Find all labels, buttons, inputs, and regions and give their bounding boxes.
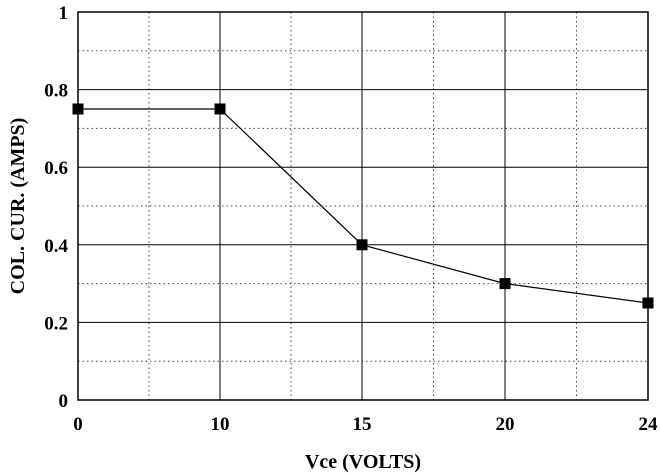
x-tick-label: 10 [211, 414, 230, 435]
y-tick-label: 1 [59, 3, 69, 24]
data-point-marker [499, 278, 511, 290]
x-tick-label: 0 [73, 414, 83, 435]
series-layer [72, 103, 654, 309]
x-axis-title: Vce (VOLTS) [305, 451, 421, 473]
y-tick-labels: 0 0.2 0.4 0.6 0.8 1 [44, 3, 68, 412]
y-tick-label: 0 [59, 391, 69, 412]
y-tick-label: 0.6 [44, 158, 68, 179]
data-point-marker [72, 103, 84, 115]
y-tick-label: 0.4 [44, 236, 68, 257]
data-point-marker [642, 297, 654, 309]
y-tick-label: 0.8 [44, 81, 68, 102]
y-axis-title: COL. CUR. (AMPS) [7, 118, 29, 295]
plot-frame [77, 11, 649, 401]
x-tick-label: 24 [639, 414, 659, 435]
data-point-marker [214, 103, 226, 115]
x-tick-label: 15 [353, 414, 372, 435]
x-tick-label: 20 [496, 414, 515, 435]
data-point-marker [356, 239, 368, 251]
y-tick-label: 0.2 [44, 313, 68, 334]
minor-grid [78, 12, 648, 400]
x-tick-labels: 0 10 15 20 24 [73, 414, 658, 435]
major-grid [78, 12, 648, 400]
